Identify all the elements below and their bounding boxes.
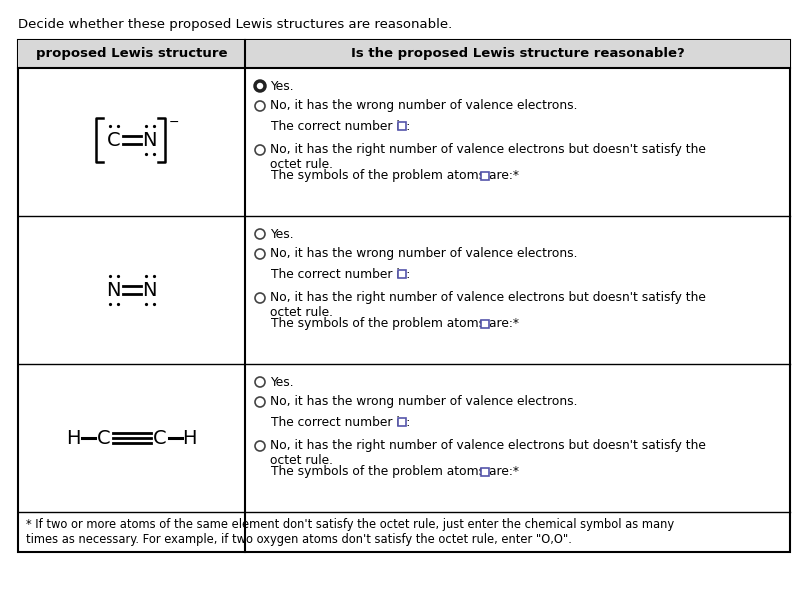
Circle shape [255, 101, 265, 111]
Text: N: N [142, 280, 157, 300]
Text: No, it has the wrong number of valence electrons.: No, it has the wrong number of valence e… [270, 247, 578, 261]
Bar [481, 468, 489, 476]
Text: Is the proposed Lewis structure reasonable?: Is the proposed Lewis structure reasonab… [351, 48, 684, 61]
Text: H: H [66, 428, 81, 447]
Text: The correct number is:: The correct number is: [271, 415, 410, 428]
Text: No, it has the right number of valence electrons but doesn't satisfy the: No, it has the right number of valence e… [270, 440, 706, 453]
Text: C: C [97, 428, 111, 447]
Bar [18, 40, 790, 552]
Text: No, it has the right number of valence electrons but doesn't satisfy the: No, it has the right number of valence e… [270, 291, 706, 304]
Text: N: N [106, 280, 120, 300]
Text: Yes.: Yes. [270, 228, 293, 241]
Circle shape [255, 377, 265, 387]
Text: octet rule.: octet rule. [270, 306, 333, 319]
Text: −: − [169, 116, 179, 129]
Circle shape [255, 81, 265, 91]
Text: octet rule.: octet rule. [270, 454, 333, 467]
Text: N: N [142, 130, 157, 149]
Text: proposed Lewis structure: proposed Lewis structure [36, 48, 227, 61]
Text: H: H [183, 428, 197, 447]
Text: * If two or more atoms of the same element don't satisfy the octet rule, just en: * If two or more atoms of the same eleme… [26, 518, 674, 546]
Circle shape [255, 229, 265, 239]
Bar [398, 270, 406, 278]
Bar [398, 122, 406, 130]
Text: C: C [153, 428, 166, 447]
Circle shape [255, 397, 265, 407]
Circle shape [255, 441, 265, 451]
Bar [18, 40, 790, 68]
Text: Yes.: Yes. [270, 80, 293, 93]
Text: The correct number is:: The correct number is: [271, 267, 410, 280]
Text: C: C [107, 130, 120, 149]
Text: The correct number is:: The correct number is: [271, 120, 410, 133]
Text: The symbols of the problem atoms are:*: The symbols of the problem atoms are:* [271, 169, 519, 182]
Circle shape [255, 145, 265, 155]
Bar [481, 172, 489, 180]
Text: Decide whether these proposed Lewis structures are reasonable.: Decide whether these proposed Lewis stru… [18, 18, 452, 31]
Bar [481, 320, 489, 328]
Text: Yes.: Yes. [270, 375, 293, 388]
Circle shape [255, 293, 265, 303]
Text: No, it has the wrong number of valence electrons.: No, it has the wrong number of valence e… [270, 395, 578, 408]
Text: octet rule.: octet rule. [270, 158, 333, 171]
Text: The symbols of the problem atoms are:*: The symbols of the problem atoms are:* [271, 317, 519, 330]
Circle shape [255, 249, 265, 259]
Bar [398, 418, 406, 426]
Text: No, it has the right number of valence electrons but doesn't satisfy the: No, it has the right number of valence e… [270, 143, 706, 156]
Text: No, it has the wrong number of valence electrons.: No, it has the wrong number of valence e… [270, 100, 578, 113]
Text: The symbols of the problem atoms are:*: The symbols of the problem atoms are:* [271, 466, 519, 478]
